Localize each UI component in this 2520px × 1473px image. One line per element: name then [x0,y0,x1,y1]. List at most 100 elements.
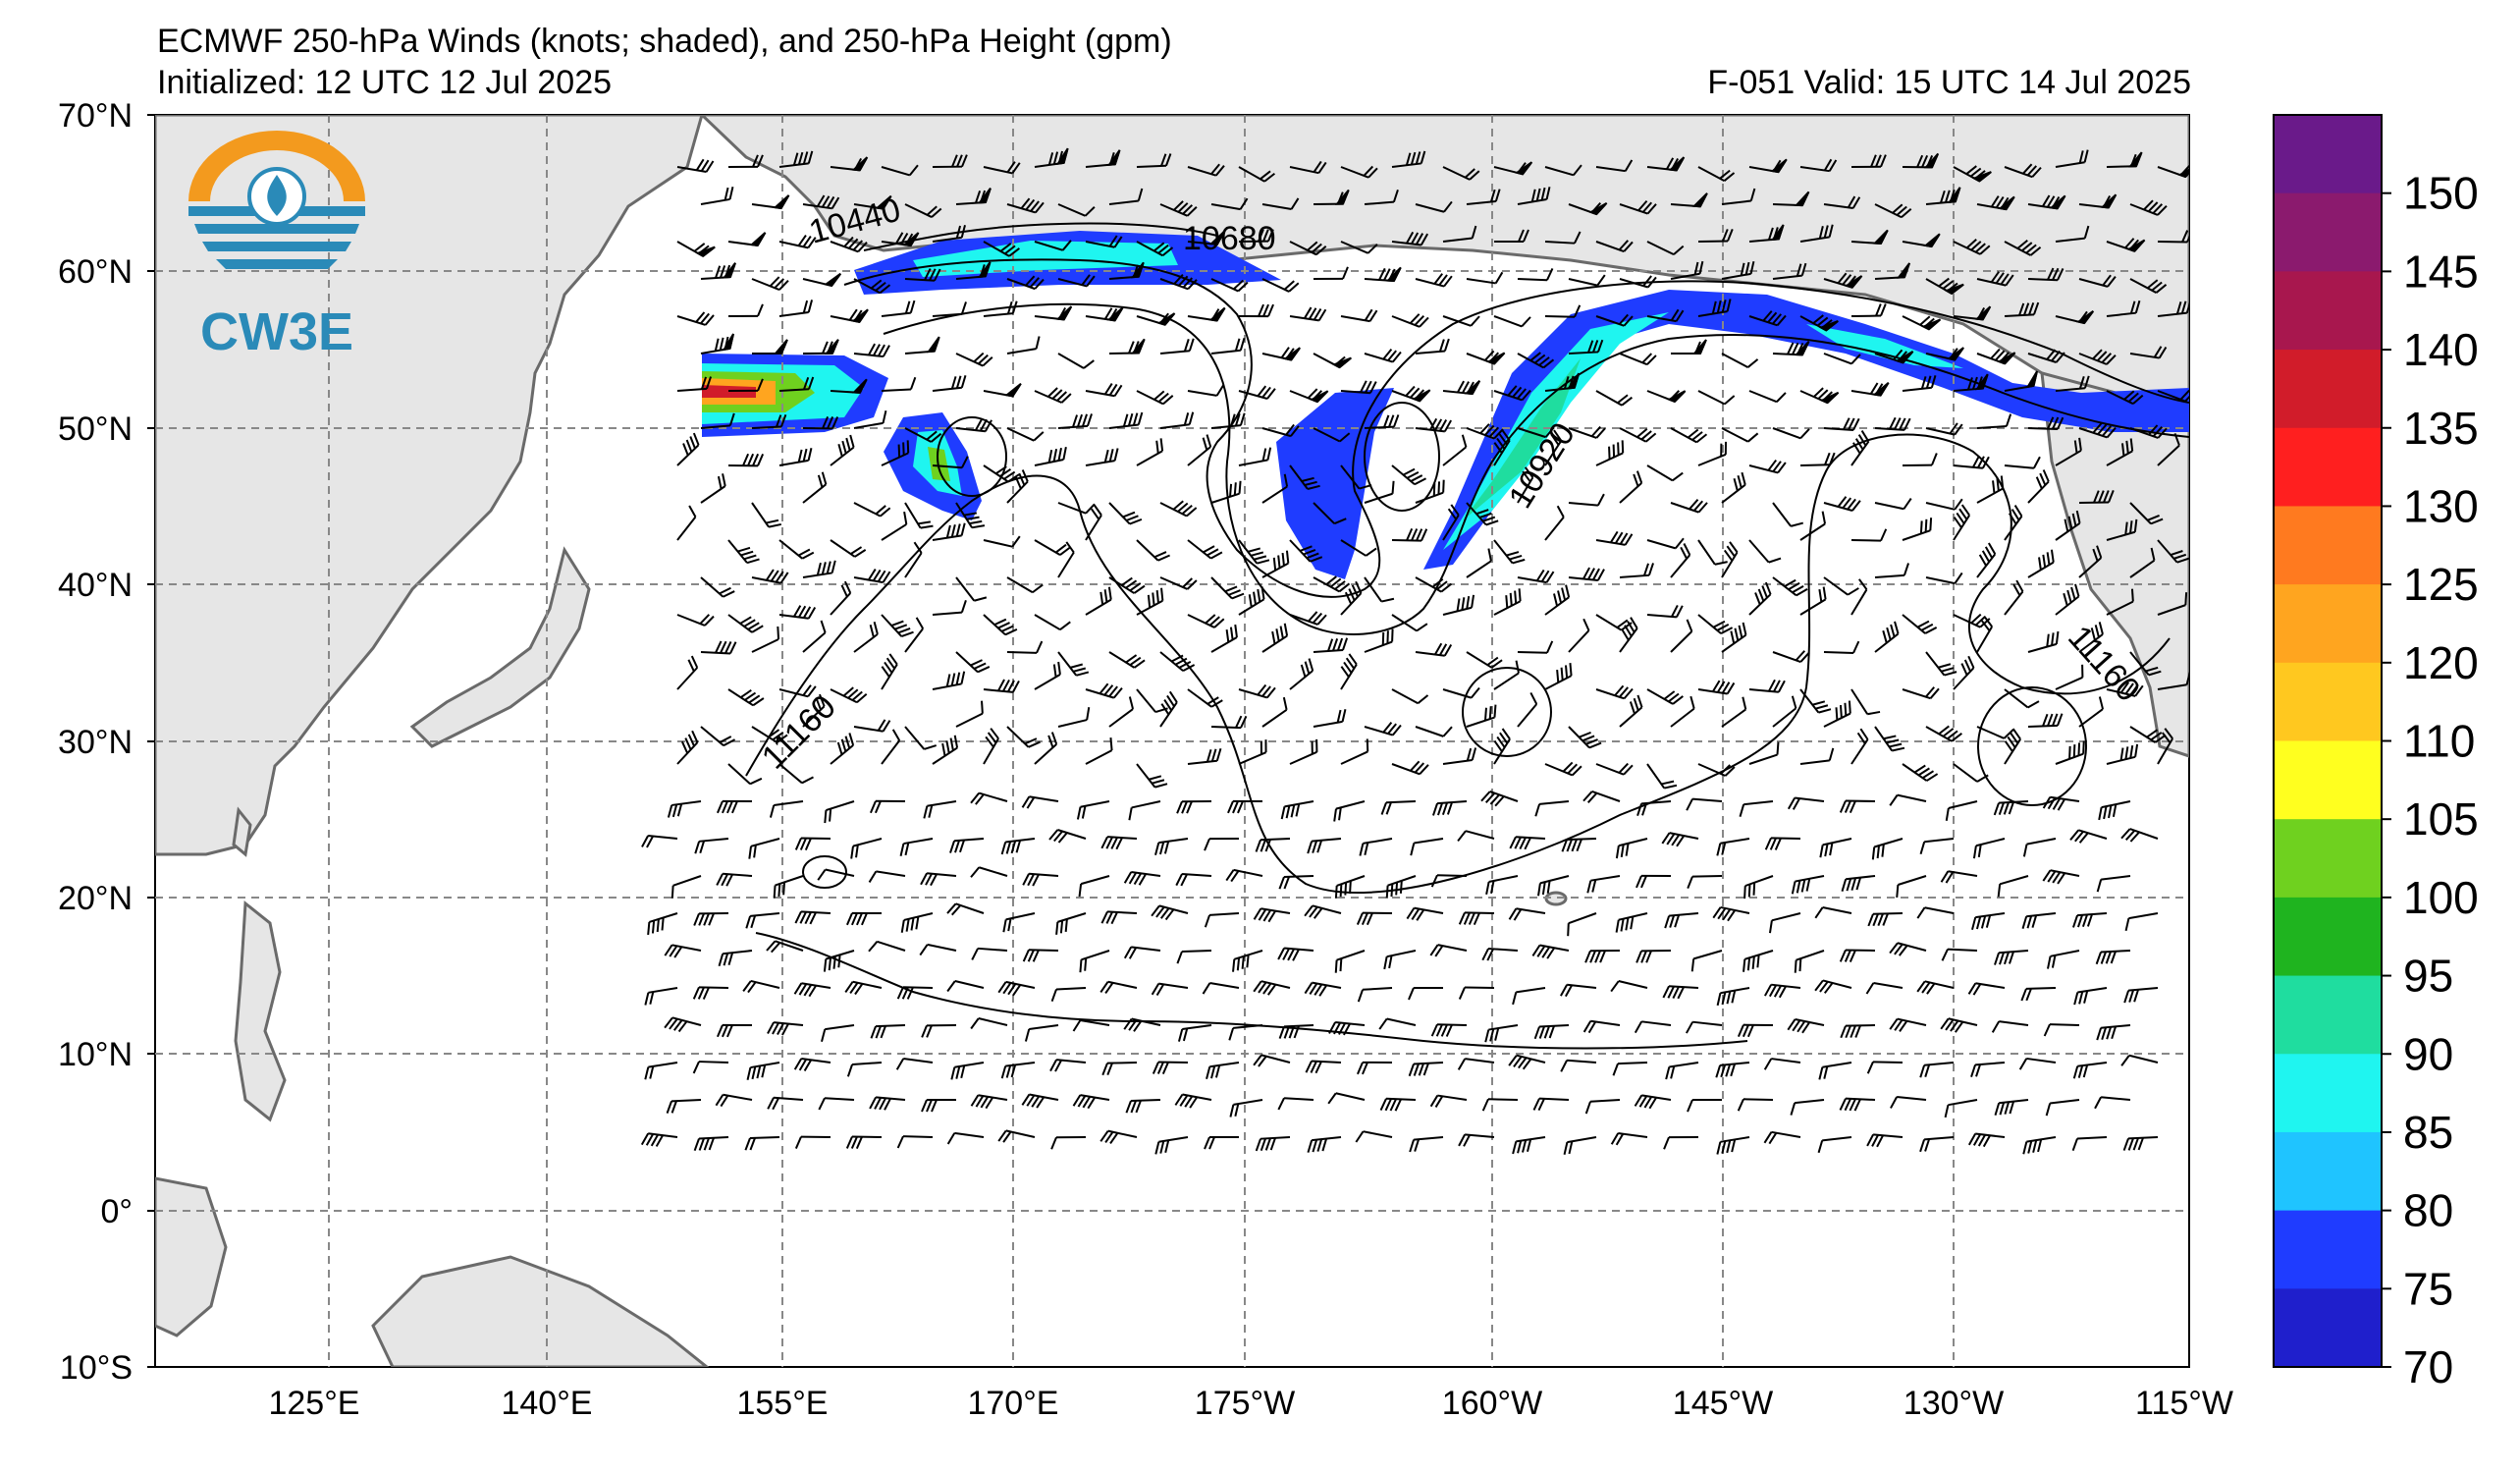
wind-barb [1568,493,1605,507]
wind-barb [2018,1057,2057,1070]
wind-barb [830,378,868,394]
wind-barb [1085,448,1119,466]
wind-barb [818,1097,855,1111]
wind-barb [881,300,916,317]
wind-barb [1128,800,1161,821]
wind-barb [983,161,1021,175]
wind-barb [1670,339,1707,355]
wind-barb [1902,453,1938,466]
wind-barb [1976,616,1994,653]
wind-barb [2042,869,2080,885]
wind-barb [869,799,906,814]
colorbar-swatch [2274,1054,2382,1133]
wind-barb [2022,838,2057,857]
wind-barb [1430,1023,1468,1037]
wind-barb [1442,594,1475,616]
wind-barb [853,719,891,733]
wind-barb [1175,872,1212,887]
lon-label-130w: 130°W [1903,1385,2004,1422]
wind-barb [1971,912,2006,930]
wind-barb [1154,838,1189,855]
wind-barb [1159,338,1195,355]
wind-barb [769,800,804,818]
wind-barb [1874,262,1911,280]
wind-barb [1919,1136,1955,1153]
wind-barb [970,1094,1008,1110]
wind-barb [1823,700,1851,728]
new-guinea-land [371,1255,710,1367]
wind-barb [1697,680,1736,695]
wind-barb [1493,429,1511,466]
wind-barb [1210,480,1242,504]
lon-label-175w: 175°W [1195,1385,1295,1422]
wind-barb [1690,950,1723,972]
wind-barb [1055,912,1087,935]
wind-barb [1721,353,1759,368]
wind-barb [1442,380,1481,396]
wind-barb [1560,1059,1597,1072]
wind-barb [1865,982,1903,995]
wind-barb [1670,543,1691,578]
wind-barb [983,300,1018,317]
wind-barb [1646,604,1684,619]
wind-barb [1925,498,1963,511]
wind-barb [1357,1061,1393,1075]
wind-barb [793,1057,831,1072]
wind-barb [824,800,855,824]
wind-barb [2120,828,2159,843]
wind-barb [1531,944,1570,959]
wind-barb [1944,1099,1978,1118]
wind-barb [751,413,787,429]
wind-barb [1850,528,1888,542]
latitude-ticks [147,114,155,1368]
colorbar-tick-label: 90 [2403,1028,2453,1079]
wind-barb [1313,637,1349,653]
wind-barb [2157,164,2189,179]
longitude-labels: 125°E 140°E 155°E 170°E 175°W 160°W 145°… [268,1385,2232,1422]
wind-barb [1253,1054,1291,1067]
wind-barb [1391,760,1429,776]
wind-barb [932,301,967,317]
lat-label-0: 0° [100,1193,133,1230]
wind-barb [1635,950,1672,963]
wind-barb [868,940,906,953]
wind-barb [727,154,764,168]
wind-barb [751,569,789,584]
wind-barb [1823,576,1859,596]
wind-barb [1072,1094,1110,1110]
wind-barb [1410,838,1444,856]
wind-barb [1364,628,1394,653]
wind-barb [1721,696,1747,728]
wind-barb [1429,1094,1468,1108]
wind-barb [751,726,788,743]
wind-barb [1289,306,1327,322]
wind-barb [1866,1061,1903,1074]
wind-barb [1841,875,1876,892]
wind-barb [1748,310,1787,327]
wind-barb [700,187,734,205]
wind-barb [1430,874,1468,888]
wind-barb [1850,154,1887,168]
contour-closed-west-trough [937,416,1007,497]
wind-barb [983,535,1021,548]
wind-barb [1383,950,1417,970]
wind-barb [1772,576,1808,597]
wind-barb [1670,695,1695,728]
wind-barb [2004,370,2039,392]
wind-barb [2020,987,2057,1002]
wind-barb [1480,791,1519,807]
wind-barb [1721,260,1755,280]
contour-closed-high-west [802,855,847,889]
wind-barb [1595,390,1634,407]
wind-barb [1953,305,1992,321]
wind-barb [664,1016,702,1033]
wind-barb [1976,271,2014,287]
contour-label-10680: 10680 [1183,220,1276,257]
wind-barb [1646,390,1687,404]
wind-barb [1415,576,1453,593]
wind-barb [1289,658,1314,690]
wind-barb [2129,502,2164,525]
wind-barb [1261,550,1290,578]
wind-barb [2078,193,2118,209]
wind-barb [778,539,815,560]
